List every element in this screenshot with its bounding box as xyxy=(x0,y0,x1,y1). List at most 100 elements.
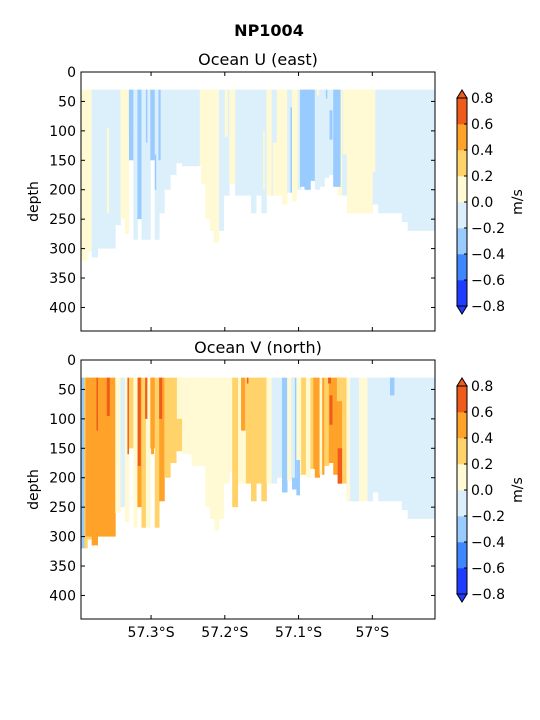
data-patch xyxy=(145,89,148,143)
data-column xyxy=(296,377,302,478)
data-patch xyxy=(342,89,351,155)
data-column xyxy=(214,377,220,531)
data-column xyxy=(287,89,293,193)
xtick-label: 57.1°S xyxy=(275,625,322,641)
colorbar-segment xyxy=(457,516,467,543)
data-patch xyxy=(230,89,236,184)
data-column xyxy=(301,89,307,187)
data-column xyxy=(319,89,325,187)
colorbar-segment xyxy=(457,412,467,439)
data-patch xyxy=(294,89,298,190)
data-patch xyxy=(191,377,211,466)
colorbar-tick-label: 0.0 xyxy=(471,483,493,499)
data-column xyxy=(182,89,189,167)
data-patch xyxy=(128,89,131,131)
colorbar-tick-label: −0.2 xyxy=(471,221,505,237)
data-patch xyxy=(158,89,161,161)
data-column xyxy=(145,377,151,528)
data-column xyxy=(187,89,195,167)
data-patch xyxy=(176,377,183,419)
data-column xyxy=(218,377,225,519)
data-column xyxy=(187,377,195,455)
ytick-label: 300 xyxy=(49,242,76,258)
data-column xyxy=(384,377,391,502)
data-column xyxy=(266,377,273,484)
data-column xyxy=(271,377,278,484)
data-column xyxy=(266,89,273,196)
data-patch xyxy=(246,377,249,384)
data-patch xyxy=(85,377,94,537)
ytick-label: 200 xyxy=(49,183,76,199)
ytick-label: 100 xyxy=(49,124,76,140)
colorbar-label: m/s xyxy=(510,477,526,503)
data-column xyxy=(128,89,134,161)
data-patch xyxy=(201,89,212,184)
data-column xyxy=(372,89,379,205)
data-column xyxy=(176,89,183,164)
colorbar-segment xyxy=(457,124,467,151)
data-column xyxy=(193,89,201,167)
colorbar-tick-label: 0.4 xyxy=(471,143,493,159)
data-column xyxy=(314,89,320,190)
colorbar-tick-label: −0.8 xyxy=(471,587,505,603)
data-column xyxy=(342,377,348,484)
data-column xyxy=(141,377,147,528)
data-column xyxy=(390,89,397,214)
data-column xyxy=(413,377,420,519)
data-patch xyxy=(154,154,157,190)
data-column xyxy=(81,89,85,261)
data-column xyxy=(137,89,142,220)
ytick-label: 250 xyxy=(49,500,76,516)
ytick-label: 400 xyxy=(49,300,76,316)
colorbar-segment xyxy=(457,386,467,413)
colorbar-extend-top xyxy=(456,89,468,99)
colorbar-segment xyxy=(457,568,467,595)
xtick-label: 57.2°S xyxy=(201,625,248,641)
data-column xyxy=(159,377,165,502)
data-column xyxy=(128,377,134,449)
data-column xyxy=(91,89,98,258)
data-patch xyxy=(96,377,98,431)
data-column xyxy=(276,89,283,190)
data-column xyxy=(218,89,225,231)
data-column xyxy=(261,377,267,502)
colorbar-tick-label: 0.8 xyxy=(471,91,493,107)
axes-frame xyxy=(80,71,436,332)
colorbar-tick-label: −0.6 xyxy=(471,561,505,577)
data-patch xyxy=(336,377,343,402)
plot-area xyxy=(81,360,435,619)
colorbar-extend-bottom xyxy=(456,593,468,603)
ytick-label: 0 xyxy=(67,65,76,81)
data-column xyxy=(384,89,391,214)
data-column xyxy=(223,89,230,196)
data-patch xyxy=(350,89,373,214)
data-column xyxy=(154,377,160,528)
panel-ocean-v: Ocean V (north) 0 50 100 150 200 250 300 350 400 d… xyxy=(26,338,526,641)
colorbar-tick-label: 0.6 xyxy=(471,117,493,133)
data-column xyxy=(310,89,316,181)
axes-frame xyxy=(80,359,436,620)
xtick-label: 57.3°S xyxy=(128,625,175,641)
data-column xyxy=(210,89,215,231)
data-column xyxy=(214,89,220,243)
data-patch xyxy=(304,89,310,190)
data-column xyxy=(133,377,138,528)
data-column xyxy=(357,377,363,502)
data-column xyxy=(378,377,385,502)
colorbar-extend-top xyxy=(456,377,468,387)
data-patch xyxy=(291,377,295,478)
data-column xyxy=(426,89,435,231)
data-column xyxy=(81,377,85,549)
data-column xyxy=(378,89,385,214)
data-column xyxy=(109,377,116,537)
data-column xyxy=(413,89,420,231)
colorbar-segment xyxy=(457,202,467,229)
data-column xyxy=(103,377,111,537)
data-column xyxy=(170,89,177,176)
data-column xyxy=(419,377,427,519)
data-column xyxy=(401,377,409,511)
ytick-label: 350 xyxy=(49,271,76,287)
data-patch xyxy=(83,89,90,249)
panel-title: Ocean U (east) xyxy=(198,50,318,69)
